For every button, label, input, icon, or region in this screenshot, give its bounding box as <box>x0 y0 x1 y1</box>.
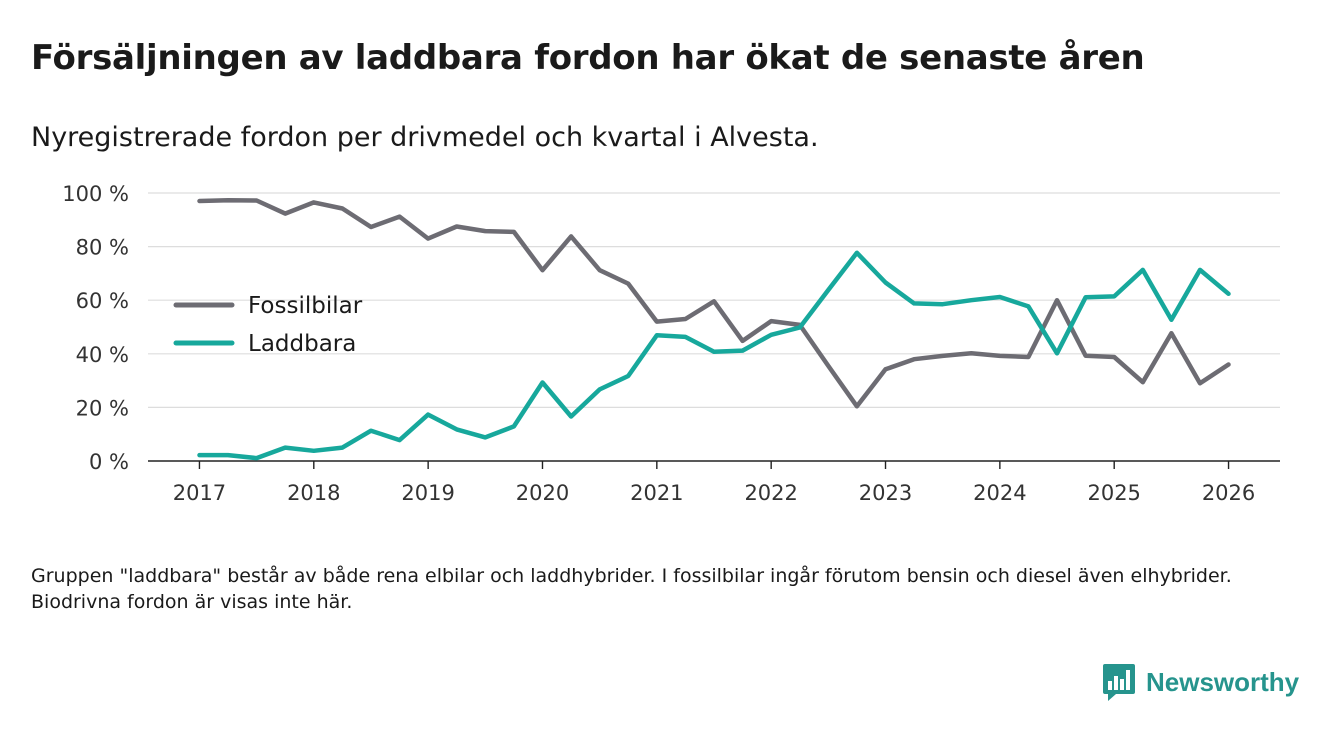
y-tick-label: 60 % <box>76 289 129 313</box>
x-tick-label: 2018 <box>287 481 340 505</box>
legend-label-fossilbilar: Fossilbilar <box>248 293 363 319</box>
bar-chart-speech-bubble-icon <box>1103 664 1135 701</box>
y-tick-label: 80 % <box>76 236 129 260</box>
footnote: Gruppen "laddbara" består av både rena e… <box>31 565 1232 613</box>
newsworthy-logo[interactable]: Newsworthy <box>1102 662 1299 702</box>
line-chart: 0 % 20 % 40 % 60 % 80 % 100 % 2017 2018 2019 2020… <box>62 182 1280 505</box>
series-line-fossilbilar <box>197 197 1231 409</box>
x-tick-label: 2020 <box>516 481 569 505</box>
x-tick-label: 2023 <box>859 481 912 505</box>
y-tick-label: 100 % <box>62 182 129 206</box>
x-tick-label: 2017 <box>173 481 226 505</box>
x-tick-label: 2022 <box>744 481 797 505</box>
legend-label-laddbara: Laddbara <box>248 331 356 357</box>
y-tick-label: 0 % <box>89 450 129 474</box>
x-tick-label: 2019 <box>401 481 454 505</box>
brand-name: Newsworthy <box>1146 666 1300 697</box>
y-tick-label: 40 % <box>76 343 129 367</box>
chart-subtitle: Nyregistrerade fordon per drivmedel och … <box>31 122 819 153</box>
series-line-laddbara <box>197 250 1231 461</box>
x-tick-label: 2024 <box>973 481 1026 505</box>
x-tick-label: 2021 <box>630 481 683 505</box>
y-tick-label: 20 % <box>76 396 129 420</box>
x-tick-label: 2026 <box>1202 481 1255 505</box>
x-tick-label: 2025 <box>1087 481 1140 505</box>
chart-title: Försäljningen av laddbara fordon har öka… <box>31 38 1145 78</box>
